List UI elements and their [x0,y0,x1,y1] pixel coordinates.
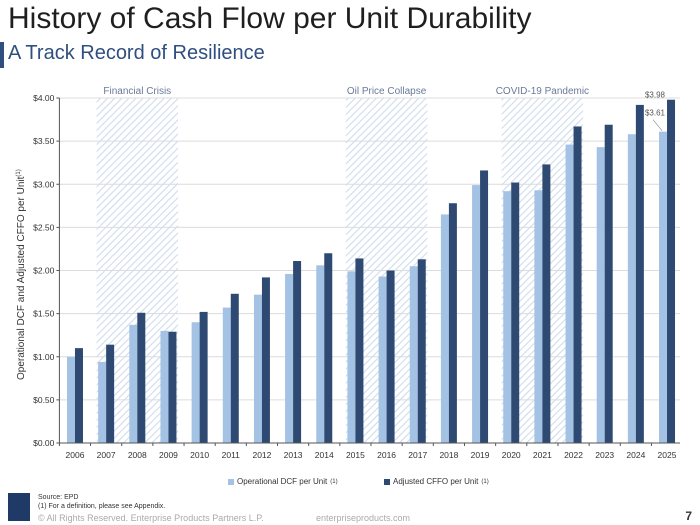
bar-adjusted-cffo [230,293,239,443]
bar-operational-dcf [503,191,512,443]
x-tick-label: 2013 [284,450,303,460]
x-tick-label: 2017 [408,450,427,460]
period-label: Oil Price Collapse [347,86,427,97]
bar-adjusted-cffo [199,311,208,443]
y-tick-label: $3.50 [33,136,55,146]
page-subtitle: A Track Record of Resilience [8,42,265,64]
bar-adjusted-cffo [106,344,115,443]
data-label-leader [652,119,663,131]
x-tick-label: 2009 [159,450,178,460]
x-tick-label: 2021 [533,450,552,460]
bar-adjusted-cffo [168,331,177,443]
bar-chart: Financial Crisis Oil Price Collapse COVID-… [16,86,680,460]
bar-adjusted-cffo [480,170,489,443]
website-link[interactable]: enterpriseproducts.com [316,513,411,523]
bar-operational-dcf [596,147,605,443]
bar-operational-dcf [191,322,200,443]
x-tick-label: 2020 [502,450,521,460]
footnote: (1) For a definition, please see Appendi… [38,503,166,510]
bar-operational-dcf [98,361,107,443]
y-tick-label: $3.00 [33,179,55,189]
x-tick-label: 2015 [346,450,365,460]
bar-adjusted-cffo [635,104,644,444]
bar-operational-dcf [659,131,668,443]
bar-operational-dcf [222,307,231,443]
bar-operational-dcf [440,214,449,443]
bar-adjusted-cffo [293,261,302,443]
y-axis-label: Operational DCF and Adjusted CFFO per Un… [16,169,27,380]
x-tick-label: 2014 [315,450,334,460]
bar-adjusted-cffo [74,348,83,443]
x-tick-label: 2023 [595,450,614,460]
bar-adjusted-cffo [261,277,270,443]
legend-swatch [228,478,234,485]
y-tick-label: $4.00 [33,93,55,103]
bar-adjusted-cffo [511,182,520,443]
bar-adjusted-cffo [667,99,676,443]
x-tick-label: 2010 [190,450,209,460]
bar-adjusted-cffo [417,259,426,443]
period-label: COVID-19 Pandemic [496,86,589,97]
bar-adjusted-cffo [355,258,364,443]
x-tick-label: 2011 [222,450,241,460]
x-tick-label: 2007 [97,450,116,460]
bar-operational-dcf [627,134,636,443]
source-note: Source: EPD [38,494,79,501]
bar-operational-dcf [160,330,169,443]
bar-operational-dcf [378,276,387,443]
x-tick-label: 2025 [658,450,677,460]
bar-operational-dcf [472,185,481,444]
period-label: Financial Crisis [103,86,171,97]
bar-operational-dcf [129,324,138,443]
bar-adjusted-cffo [604,124,613,444]
x-tick-label: 2022 [564,450,583,460]
x-tick-label: 2016 [377,450,396,460]
data-label: $3.98 [645,91,666,100]
enterprise-logo [8,493,30,521]
bar-operational-dcf [347,271,356,443]
x-tick-label: 2008 [128,450,147,460]
legend-item-adjusted-cffo: Adjusted CFFO per Unit (1) [384,477,489,486]
data-label: $3.61 [645,109,666,118]
y-tick-label: $2.50 [33,222,55,232]
x-tick-label: 2012 [252,450,271,460]
bar-operational-dcf [253,294,262,443]
title-accent-bar [0,42,4,68]
legend-swatch [384,478,390,485]
bar-adjusted-cffo [448,203,457,443]
y-tick-label: $2.00 [33,266,55,276]
bar-adjusted-cffo [324,253,333,443]
page-number: 7 [685,509,692,523]
copyright: © All Rights Reserved. Enterprise Produc… [38,513,264,523]
x-tick-label: 2019 [471,450,490,460]
bar-operational-dcf [285,273,294,443]
x-tick-label: 2006 [66,450,85,460]
bar-operational-dcf [534,190,543,443]
bar-adjusted-cffo [542,164,551,443]
bar-adjusted-cffo [137,312,146,443]
bar-operational-dcf [66,356,75,443]
x-tick-label: 2018 [439,450,458,460]
bar-operational-dcf [316,265,325,443]
x-tick-label: 2024 [626,450,645,460]
y-tick-label: $1.50 [33,309,55,319]
y-tick-label: $0.00 [33,438,55,448]
y-tick-label: $1.00 [33,352,55,362]
bar-operational-dcf [409,266,418,443]
y-tick-label: $0.50 [33,395,55,405]
bar-adjusted-cffo [386,270,395,443]
legend-item-operational-dcf: Operational DCF per Unit (1) [228,477,338,486]
bar-adjusted-cffo [573,126,582,444]
page-title: History of Cash Flow per Unit Durability [8,2,532,35]
bar-operational-dcf [565,144,574,443]
